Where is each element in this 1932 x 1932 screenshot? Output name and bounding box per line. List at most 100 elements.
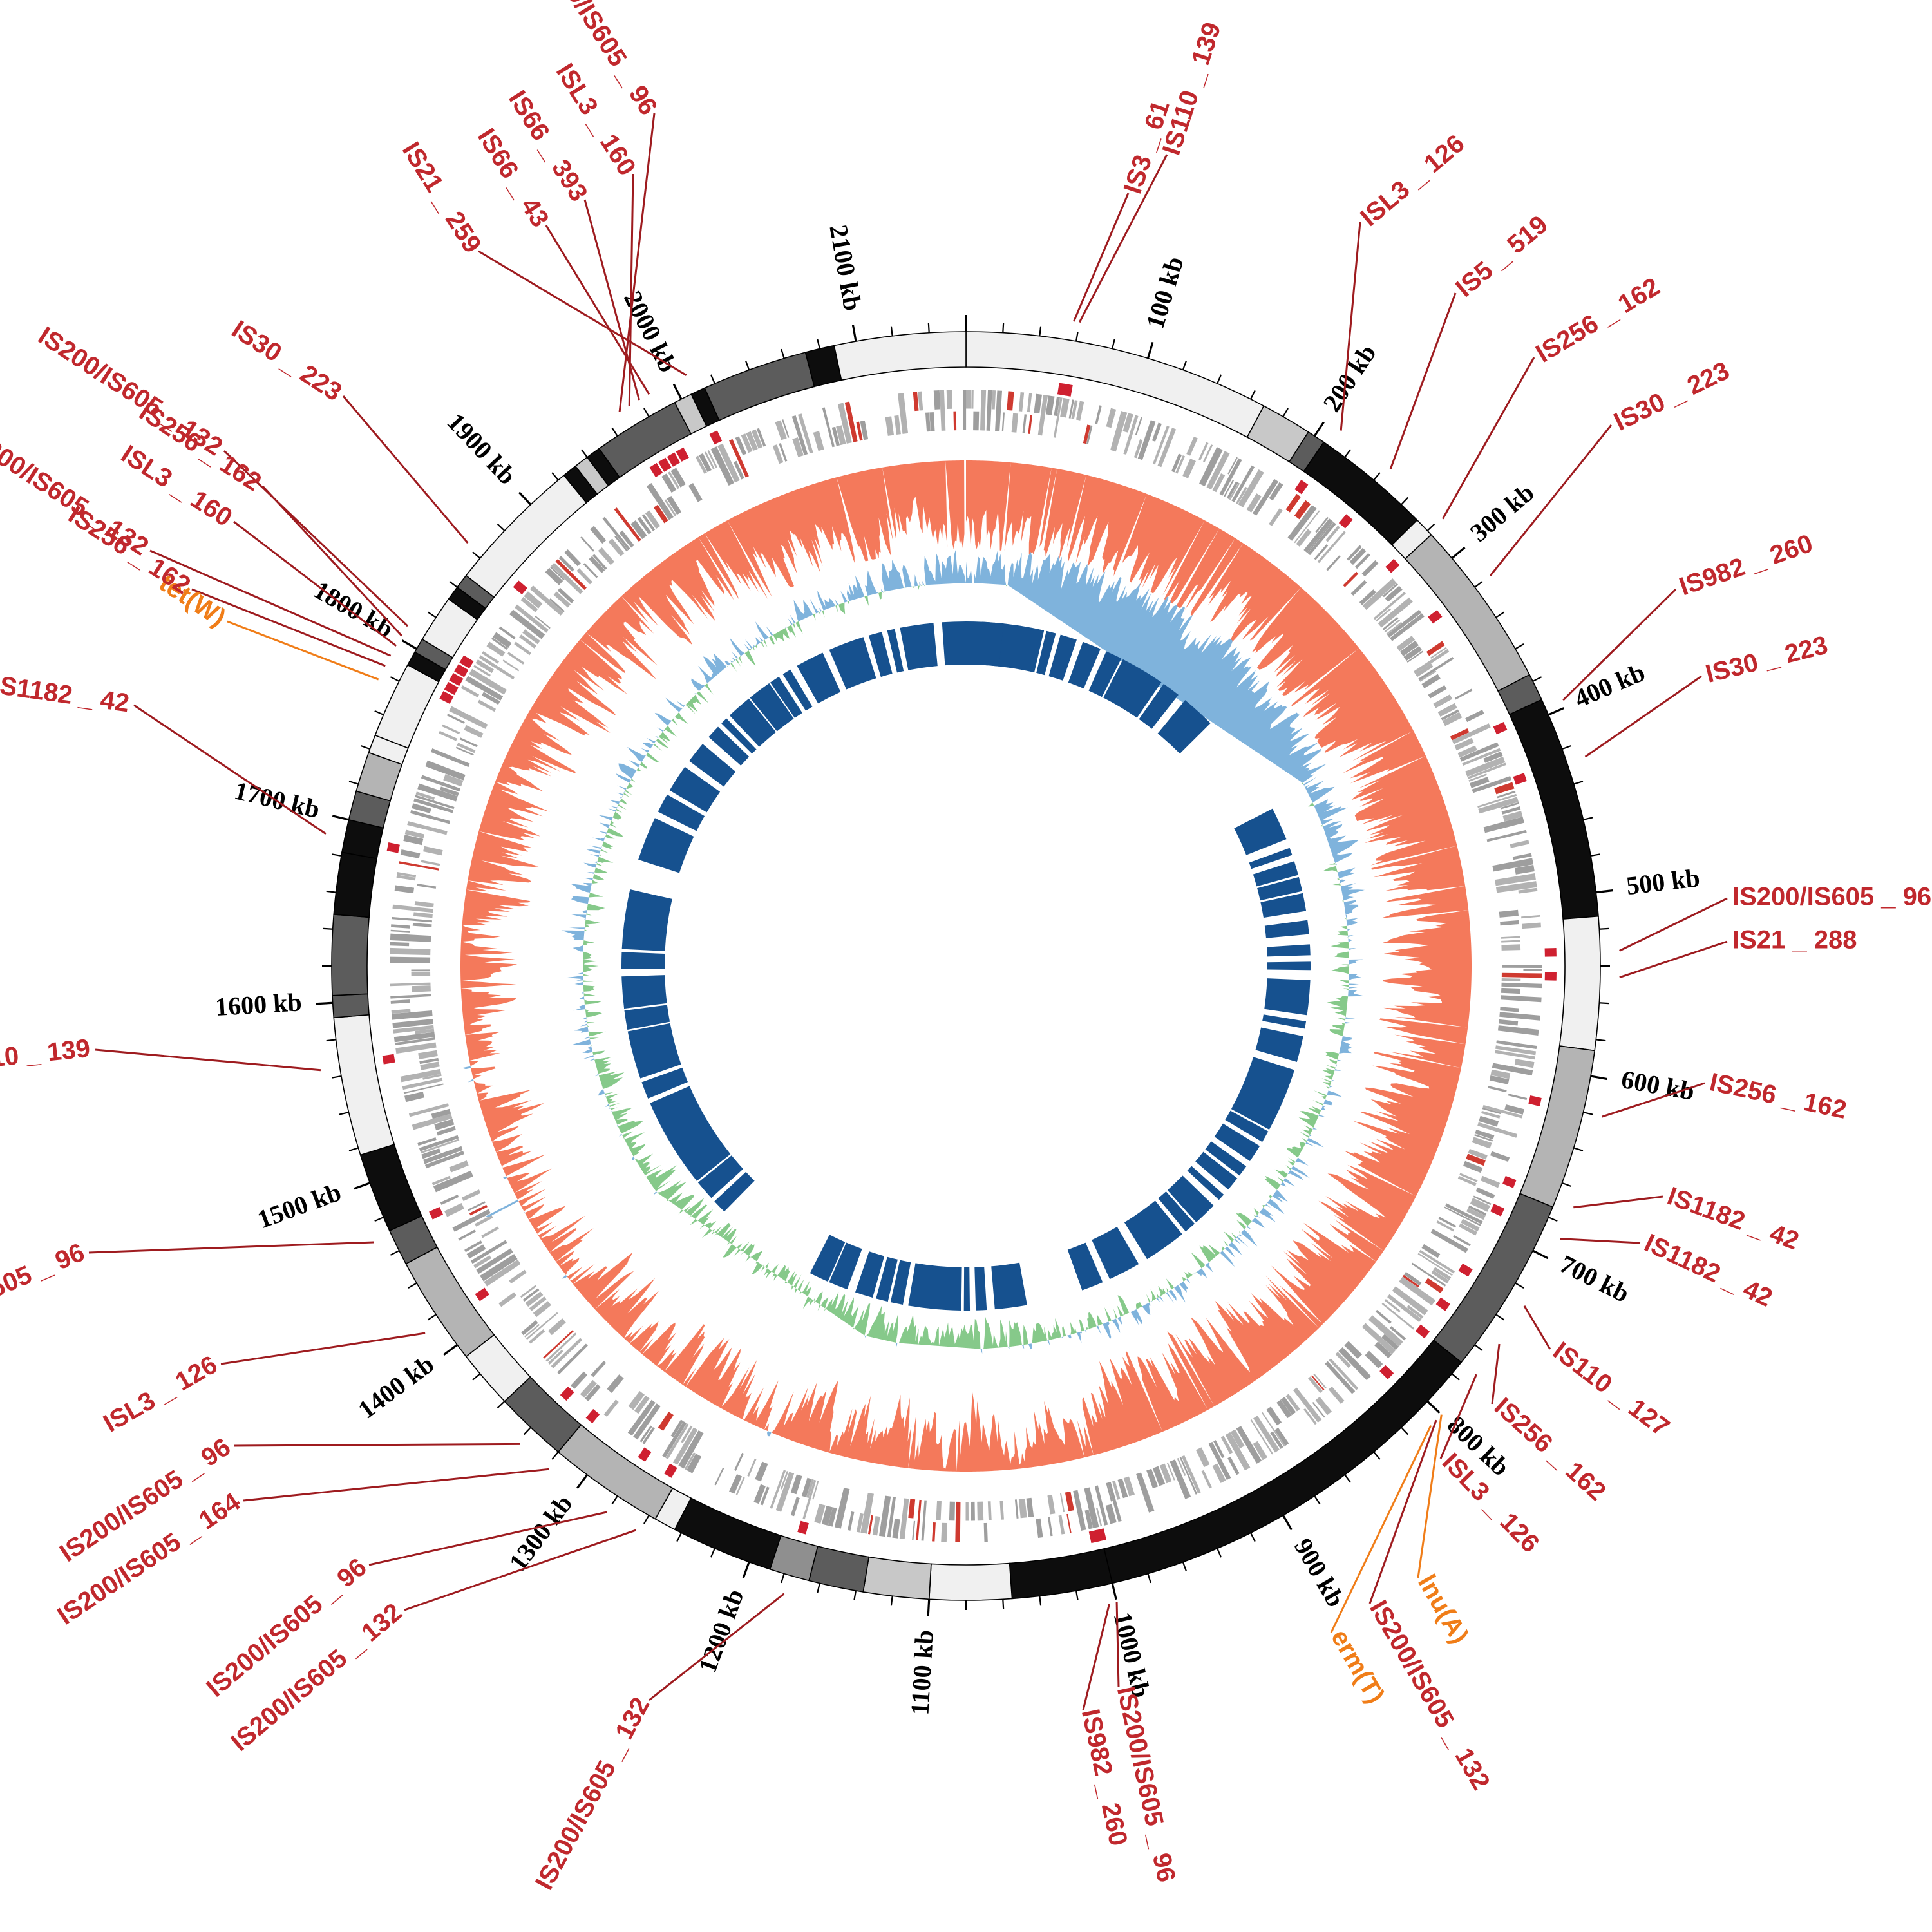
gene-feature — [392, 1019, 433, 1028]
gene-feature — [1425, 1278, 1444, 1294]
gene-feature — [1499, 1019, 1519, 1026]
gene-feature — [933, 390, 941, 410]
gene-feature — [521, 1320, 538, 1336]
gene-feature — [1495, 873, 1536, 886]
gene-feature — [688, 482, 703, 502]
scale-tick — [611, 427, 618, 437]
gene-feature — [1390, 1326, 1406, 1341]
is-position-marker — [664, 1463, 677, 1478]
annotation-leader-line — [1082, 1603, 1111, 1710]
gene-feature — [509, 609, 545, 639]
gene-feature — [1293, 1387, 1322, 1423]
gene-feature — [1390, 613, 1425, 641]
gene-feature — [557, 587, 574, 603]
gc-content-track-segment — [1166, 1292, 1174, 1303]
gene-feature — [1252, 478, 1279, 516]
gene-feature — [946, 390, 952, 409]
gene-feature — [798, 413, 813, 454]
gene-feature — [1203, 444, 1213, 462]
gc-content-track-segment — [1343, 988, 1349, 990]
scale-tick — [443, 1343, 458, 1356]
scale-tick — [332, 853, 342, 857]
gene-feature — [1431, 1270, 1450, 1284]
gene-feature — [392, 904, 433, 913]
gc-content-track-segment — [639, 762, 647, 769]
gc-content-track-segment — [1066, 1334, 1072, 1339]
gene-feature — [415, 791, 435, 800]
gene-feature — [1106, 408, 1117, 428]
gene-feature — [912, 1520, 916, 1540]
gene-feature — [1387, 609, 1422, 638]
gc-content-track-segment — [1323, 820, 1359, 863]
core-segment — [829, 1242, 862, 1290]
gc-content-track-segment — [592, 1050, 605, 1056]
gc-content-track-segment — [582, 1055, 594, 1060]
gene-feature — [408, 1103, 450, 1117]
gene-feature — [1122, 413, 1133, 433]
scale-tick — [497, 1401, 506, 1409]
gc-content-track-segment — [657, 727, 664, 732]
gene-feature — [1073, 1490, 1086, 1531]
gene-feature — [1497, 1025, 1539, 1036]
gc-content-track-segment — [610, 1107, 618, 1110]
gc-content-track-segment — [561, 930, 585, 941]
gc-content-track-segment — [581, 991, 584, 994]
gene-feature — [411, 971, 431, 976]
core-segment — [621, 889, 672, 951]
gc-content-track-segment — [1251, 1217, 1265, 1229]
core-segment — [641, 1067, 688, 1099]
scale-tick — [781, 348, 785, 359]
gene-feature — [422, 1074, 442, 1080]
annotation-leader-line — [545, 225, 650, 395]
gene-feature — [1500, 920, 1520, 926]
gc-content-track-segment — [1321, 1078, 1332, 1086]
scale-tick — [1515, 643, 1524, 650]
gene-feature — [1312, 1401, 1325, 1418]
gc-content-track-segment — [819, 607, 822, 612]
gc-content-track-segment — [609, 820, 617, 828]
gene-feature — [1361, 560, 1379, 577]
gene-feature — [653, 504, 668, 524]
gene-feature — [1488, 1086, 1507, 1093]
gene-feature — [641, 514, 656, 531]
gene-feature — [1462, 748, 1501, 766]
gc-content-track-segment — [1334, 951, 1349, 960]
gene-feature — [603, 1399, 619, 1417]
scale-tick — [1146, 342, 1154, 359]
scale-tick — [551, 1451, 559, 1460]
gc-content-track-segment — [1166, 1287, 1169, 1293]
gc-content-track-segment — [840, 591, 848, 603]
gene-feature — [529, 1296, 547, 1311]
gc-content-track-segment — [1285, 1165, 1292, 1170]
gene-feature — [413, 912, 433, 918]
is-position-marker — [382, 1054, 395, 1065]
gc-content-track-segment — [1184, 1271, 1194, 1279]
gc-content-track-segment — [580, 1023, 588, 1027]
gene-feature — [1083, 424, 1091, 444]
scale-tick — [1250, 1532, 1256, 1542]
gene-feature — [897, 393, 909, 434]
is-element-label: IS256 _ 162 — [1707, 1068, 1849, 1124]
core-segment — [1195, 1151, 1238, 1190]
is-position-marker — [1428, 610, 1443, 624]
gene-feature — [434, 1119, 455, 1131]
gene-feature — [407, 821, 448, 835]
gene-feature — [1436, 1220, 1455, 1232]
gene-feature — [1343, 571, 1359, 587]
gc-content-track-segment — [646, 737, 656, 744]
gc-content-track-segment — [1349, 948, 1356, 952]
gene-feature — [402, 1077, 443, 1090]
gc-content-track-segment — [599, 853, 601, 857]
gene-feature — [1430, 1229, 1468, 1253]
gc-content-track-segment — [1329, 1059, 1338, 1065]
gc-content-track-segment — [1307, 1106, 1321, 1115]
is-position-marker — [475, 1287, 489, 1302]
annotation-leader-line — [1573, 1195, 1663, 1209]
gene-feature — [1468, 1148, 1488, 1160]
gene-feature — [790, 1474, 802, 1495]
gene-feature — [1444, 1203, 1483, 1224]
scale-tick — [390, 1250, 400, 1256]
scale-tick — [497, 523, 506, 531]
is-position-marker — [560, 1387, 574, 1401]
gc-content-track-segment — [1348, 935, 1354, 938]
